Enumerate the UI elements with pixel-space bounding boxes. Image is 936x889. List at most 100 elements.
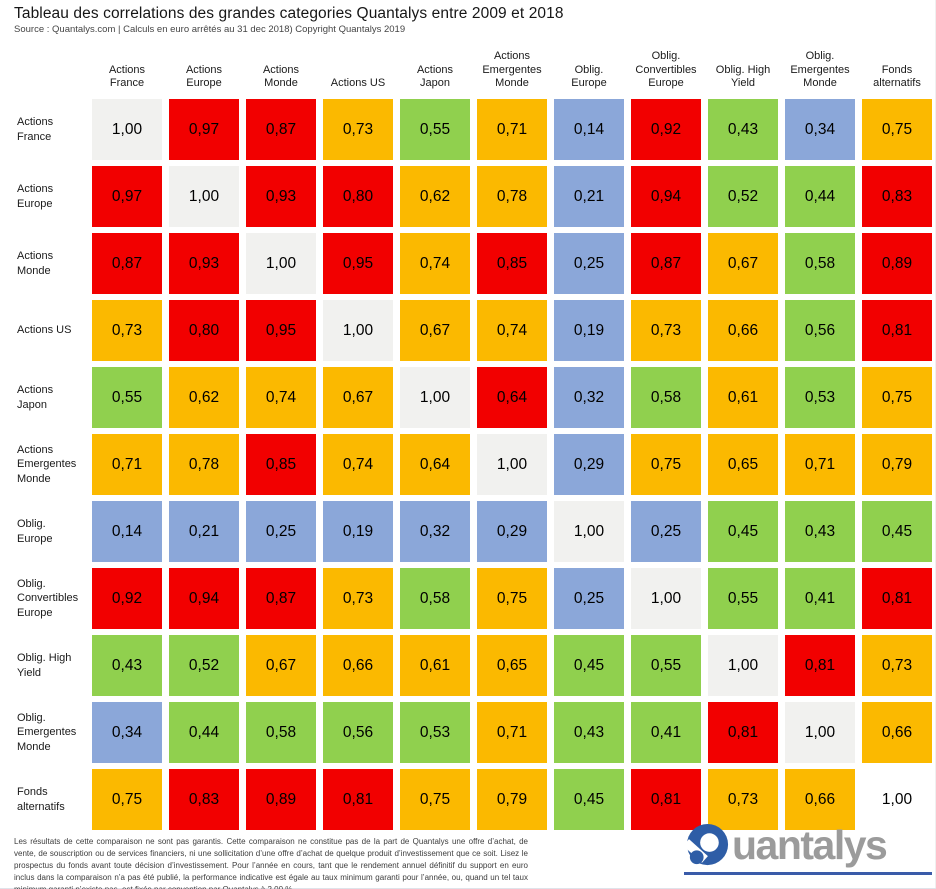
row-header-7: Oblig. Europe: [17, 518, 53, 545]
matrix-cell: 0,80: [169, 300, 239, 361]
matrix-cell: 0,61: [400, 635, 470, 696]
row-header-10: Oblig. Emergentes Monde: [17, 712, 77, 753]
matrix-cell: 0,43: [554, 702, 624, 763]
matrix-cell: 0,85: [246, 434, 316, 495]
matrix-cell: 0,61: [708, 367, 778, 428]
logo-wordmark: uantalys: [732, 822, 888, 868]
matrix-cell: 0,43: [708, 99, 778, 160]
matrix-cell: 0,74: [477, 300, 547, 361]
matrix-cell: 0,55: [631, 635, 701, 696]
logo-underline: [684, 872, 932, 875]
matrix-cell: 0,75: [631, 434, 701, 495]
matrix-cell: 0,73: [862, 635, 932, 696]
matrix-cell: 0,75: [862, 367, 932, 428]
matrix-cell: 0,43: [92, 635, 162, 696]
matrix-cell: 0,81: [323, 769, 393, 830]
matrix-cell: 0,93: [169, 233, 239, 294]
matrix-cell: 1,00: [400, 367, 470, 428]
correlation-matrix: Actions France Actions Europe Actions Mond…: [0, 40, 932, 830]
matrix-cell: 0,32: [554, 367, 624, 428]
matrix-cell: 0,71: [477, 702, 547, 763]
matrix-cell: 1,00: [708, 635, 778, 696]
matrix-corner-cell: [0, 40, 85, 93]
matrix-cell: 0,87: [246, 99, 316, 160]
matrix-cell: 0,79: [477, 769, 547, 830]
matrix-cell: 1,00: [631, 568, 701, 629]
matrix-cell: 0,65: [708, 434, 778, 495]
column-header-8: Oblig. Convertibles Europe: [635, 49, 697, 90]
matrix-cell: 0,94: [631, 166, 701, 227]
matrix-cell: 0,25: [631, 501, 701, 562]
page-title: Tableau des correlations des grandes cat…: [14, 5, 564, 22]
matrix-cell: 0,53: [785, 367, 855, 428]
matrix-cell: 1,00: [862, 769, 932, 830]
row-header-5: Actions Japon: [17, 384, 54, 411]
quantalys-logo: uantalys: [684, 822, 934, 875]
matrix-cell: 0,32: [400, 501, 470, 562]
row-header-11: Fonds alternatifs: [17, 786, 65, 813]
column-header-4: Actions US: [330, 77, 386, 90]
matrix-cell: 0,74: [323, 434, 393, 495]
matrix-cell: 0,58: [400, 568, 470, 629]
matrix-cell: 0,79: [862, 434, 932, 495]
matrix-cell: 0,25: [246, 501, 316, 562]
matrix-cell: 1,00: [785, 702, 855, 763]
matrix-cell: 0,44: [169, 702, 239, 763]
row-header-4: Actions US: [17, 324, 72, 337]
matrix-cell: 0,66: [785, 769, 855, 830]
matrix-cell: 0,65: [477, 635, 547, 696]
matrix-cell: 0,45: [862, 501, 932, 562]
matrix-cell: 0,53: [400, 702, 470, 763]
matrix-cell: 0,83: [862, 166, 932, 227]
matrix-cell: 0,44: [785, 166, 855, 227]
matrix-cell: 0,87: [92, 233, 162, 294]
matrix-cell: 0,67: [323, 367, 393, 428]
matrix-cell: 1,00: [323, 300, 393, 361]
matrix-cell: 0,21: [169, 501, 239, 562]
matrix-cell: 0,52: [708, 166, 778, 227]
matrix-cell: 0,78: [169, 434, 239, 495]
matrix-cell: 0,95: [246, 300, 316, 361]
logo-row: uantalys: [684, 822, 934, 869]
matrix-cell: 0,89: [246, 769, 316, 830]
matrix-cell: 0,19: [554, 300, 624, 361]
matrix-cell: 0,92: [631, 99, 701, 160]
matrix-cell: 0,75: [862, 99, 932, 160]
row-header-2: Actions Europe: [17, 183, 54, 210]
column-header-9: Oblig. High Yield: [715, 63, 771, 90]
matrix-cell: 1,00: [554, 501, 624, 562]
row-header-9: Oblig. High Yield: [17, 652, 72, 679]
column-header-10: Oblig. Emergentes Monde: [790, 49, 850, 90]
matrix-cell: 1,00: [169, 166, 239, 227]
matrix-cell: 0,73: [323, 99, 393, 160]
matrix-cell: 0,55: [400, 99, 470, 160]
source-line: Source : Quantalys.com | Calculs en euro…: [14, 24, 406, 35]
matrix-cell: 0,81: [631, 769, 701, 830]
matrix-cell: 0,92: [92, 568, 162, 629]
matrix-cell: 0,58: [631, 367, 701, 428]
matrix-cell: 0,95: [323, 233, 393, 294]
row-header-1: Actions France: [17, 116, 54, 143]
column-header-3: Actions Monde: [262, 63, 300, 90]
matrix-cell: 0,71: [785, 434, 855, 495]
matrix-cell: 0,75: [92, 769, 162, 830]
column-header-2: Actions Europe: [185, 63, 223, 90]
row-header-3: Actions Monde: [17, 250, 54, 277]
matrix-cell: 0,45: [708, 501, 778, 562]
matrix-cell: 0,81: [708, 702, 778, 763]
matrix-cell: 0,73: [92, 300, 162, 361]
matrix-cell: 0,94: [169, 568, 239, 629]
matrix-cell: 0,62: [169, 367, 239, 428]
matrix-cell: 0,73: [323, 568, 393, 629]
quantalys-q-icon: [684, 823, 729, 866]
matrix-cell: 0,74: [246, 367, 316, 428]
matrix-cell: 0,83: [169, 769, 239, 830]
matrix-cell: 0,80: [323, 166, 393, 227]
matrix-cell: 0,55: [92, 367, 162, 428]
matrix-cell: 0,66: [708, 300, 778, 361]
matrix-cell: 0,58: [785, 233, 855, 294]
matrix-cell: 0,93: [246, 166, 316, 227]
matrix-cell: 0,56: [785, 300, 855, 361]
matrix-cell: 0,75: [477, 568, 547, 629]
